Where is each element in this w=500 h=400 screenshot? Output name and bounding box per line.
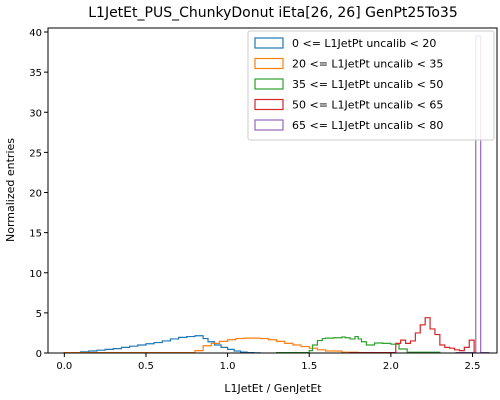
legend-box [247, 30, 495, 141]
y-tick-label: 40 [29, 28, 42, 39]
y-tick-label: 0 [36, 349, 42, 360]
plot-frame [47, 27, 498, 354]
legend-swatch-1 [254, 57, 284, 70]
y-tick-label: 25 [29, 148, 42, 159]
x-tick-label: 2.0 [383, 361, 399, 372]
x-tick-label: 0.5 [138, 361, 154, 372]
series-line-2 [275, 335, 441, 354]
legend-label-1: 20 <= L1JetPt uncalib < 35 [292, 58, 443, 71]
y-tick-label: 10 [29, 269, 42, 280]
y-tick-label: 35 [29, 68, 42, 79]
y-tick-label: 5 [36, 309, 42, 320]
y-tick-label: 15 [29, 229, 42, 240]
y-axis-label: Normalized entries [4, 138, 17, 242]
series-line-0 [63, 335, 261, 354]
chart-title: L1JetEt_PUS_ChunkyDonut iEta[26, 26] Gen… [88, 5, 458, 21]
legend-swatch-0 [254, 37, 284, 49]
legend-label-3: 50 <= L1JetPt uncalib < 65 [292, 99, 443, 112]
legend-label-2: 35 <= L1JetPt uncalib < 50 [292, 78, 443, 91]
legend-swatch-4 [254, 119, 284, 131]
series-line-1 [63, 337, 359, 354]
x-ticks: 0.0 0.5 1.0 1.5 2.0 2.5 [56, 353, 480, 372]
x-tick-label: 2.5 [465, 361, 481, 372]
x-axis-label: L1JetEt / GenJetEt [224, 382, 322, 395]
legend-label-4: 65 <= L1JetPt uncalib < 80 [292, 119, 443, 132]
legend-swatch-3 [254, 98, 284, 111]
x-tick-label: 1.5 [301, 361, 317, 372]
x-tick-label: 1.0 [220, 361, 236, 372]
x-tick-label: 0.0 [56, 361, 72, 372]
series-line-3 [349, 317, 475, 354]
legend-label-0: 0 <= L1JetPt uncalib < 20 [292, 37, 436, 50]
y-ticks: 0 5 10 15 20 25 30 35 40 [29, 28, 48, 360]
legend-swatch-2 [254, 78, 284, 90]
y-tick-label: 30 [29, 108, 42, 119]
y-tick-label: 20 [29, 189, 42, 200]
legend: 0 <= L1JetPt uncalib < 20 20 <= L1JetPt u… [247, 30, 495, 141]
